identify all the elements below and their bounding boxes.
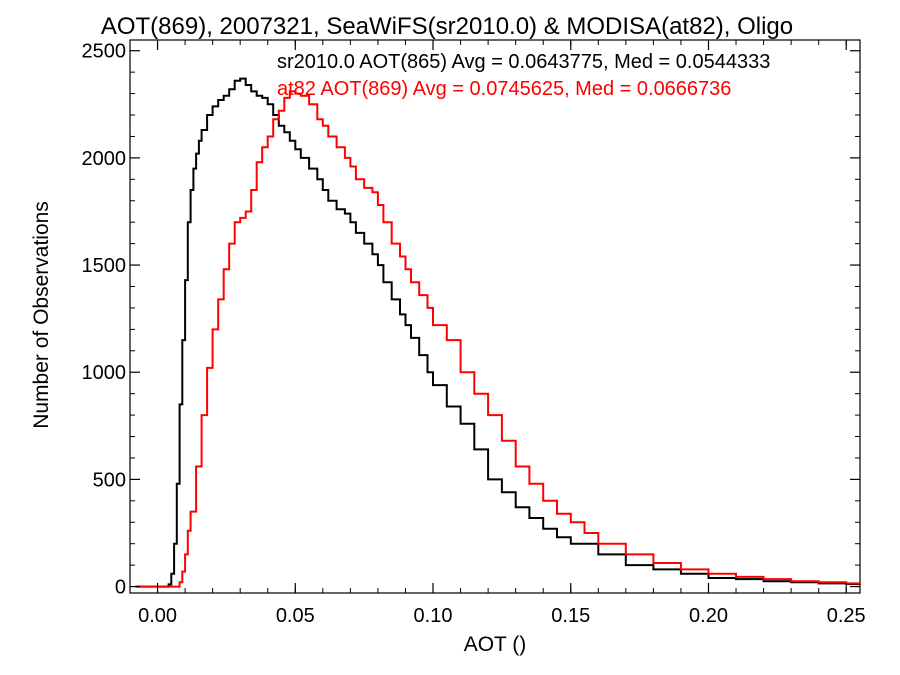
chart-title: AOT(869), 2007321, SeaWiFS(sr2010.0) & M… [101, 13, 793, 40]
legend-entry-black: sr2010.0 AOT(865) Avg = 0.0643775, Med =… [277, 51, 770, 73]
x-tick-label: 0.25 [827, 605, 866, 627]
y-axis-title: Number of Observations [30, 201, 53, 429]
x-tick-label: 0.15 [551, 605, 590, 627]
y-tick-label: 0 [115, 577, 126, 599]
y-tick-label: 2500 [82, 41, 127, 63]
y-tick-label: 1000 [82, 362, 127, 384]
legend-entry-red: at82 AOT(869) Avg = 0.0745625, Med = 0.0… [277, 78, 731, 100]
x-tick-label: 0.05 [276, 605, 315, 627]
x-tick-label: 0.00 [138, 605, 177, 627]
x-tick-label: 0.20 [689, 605, 728, 627]
y-tick-label: 2000 [82, 148, 127, 170]
series-line-black [135, 77, 861, 588]
x-axis-ticks: 0.00 0.05 0.10 0.15 0.20 0.25 [138, 40, 866, 627]
x-axis-title: AOT () [464, 633, 527, 656]
series-layer [135, 77, 861, 588]
x-tick-label: 0.10 [414, 605, 453, 627]
y-tick-label: 1500 [82, 255, 127, 277]
series-line-red [135, 90, 861, 588]
plot-frame [129, 39, 861, 594]
y-tick-label: 500 [93, 469, 126, 491]
y-axis-ticks: 0 500 1000 1500 2000 2500 [82, 41, 860, 599]
